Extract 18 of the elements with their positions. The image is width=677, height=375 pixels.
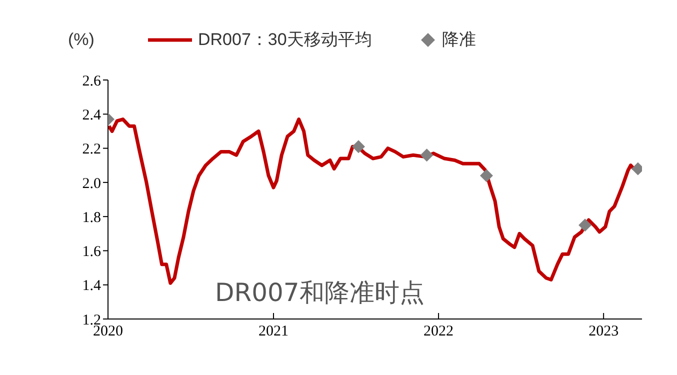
- text: DR007和降准时点: [215, 277, 424, 309]
- y-tick-label: 1.8: [82, 210, 101, 226]
- point: [352, 140, 365, 154]
- x-tick-label: 2023: [588, 324, 619, 340]
- x-tick-label: 2021: [258, 324, 288, 340]
- legend-label: 降准: [442, 29, 476, 51]
- y-tick-label: 2.0: [82, 176, 101, 192]
- legend-label: DR007：30天移动平均: [198, 29, 372, 51]
- y-tick-label: 2.2: [82, 142, 101, 158]
- point: [420, 148, 434, 162]
- y-tick-label: 2.6: [82, 73, 102, 90]
- point: [480, 169, 493, 182]
- y-tick-label: 1.4: [82, 278, 102, 294]
- y-tick-label: 1.6: [82, 244, 102, 260]
- y-tick-label: 2.4: [82, 107, 102, 124]
- point: [578, 218, 592, 232]
- x-tick-label: 2022: [424, 324, 454, 340]
- y-axis-title: (%): [68, 30, 94, 50]
